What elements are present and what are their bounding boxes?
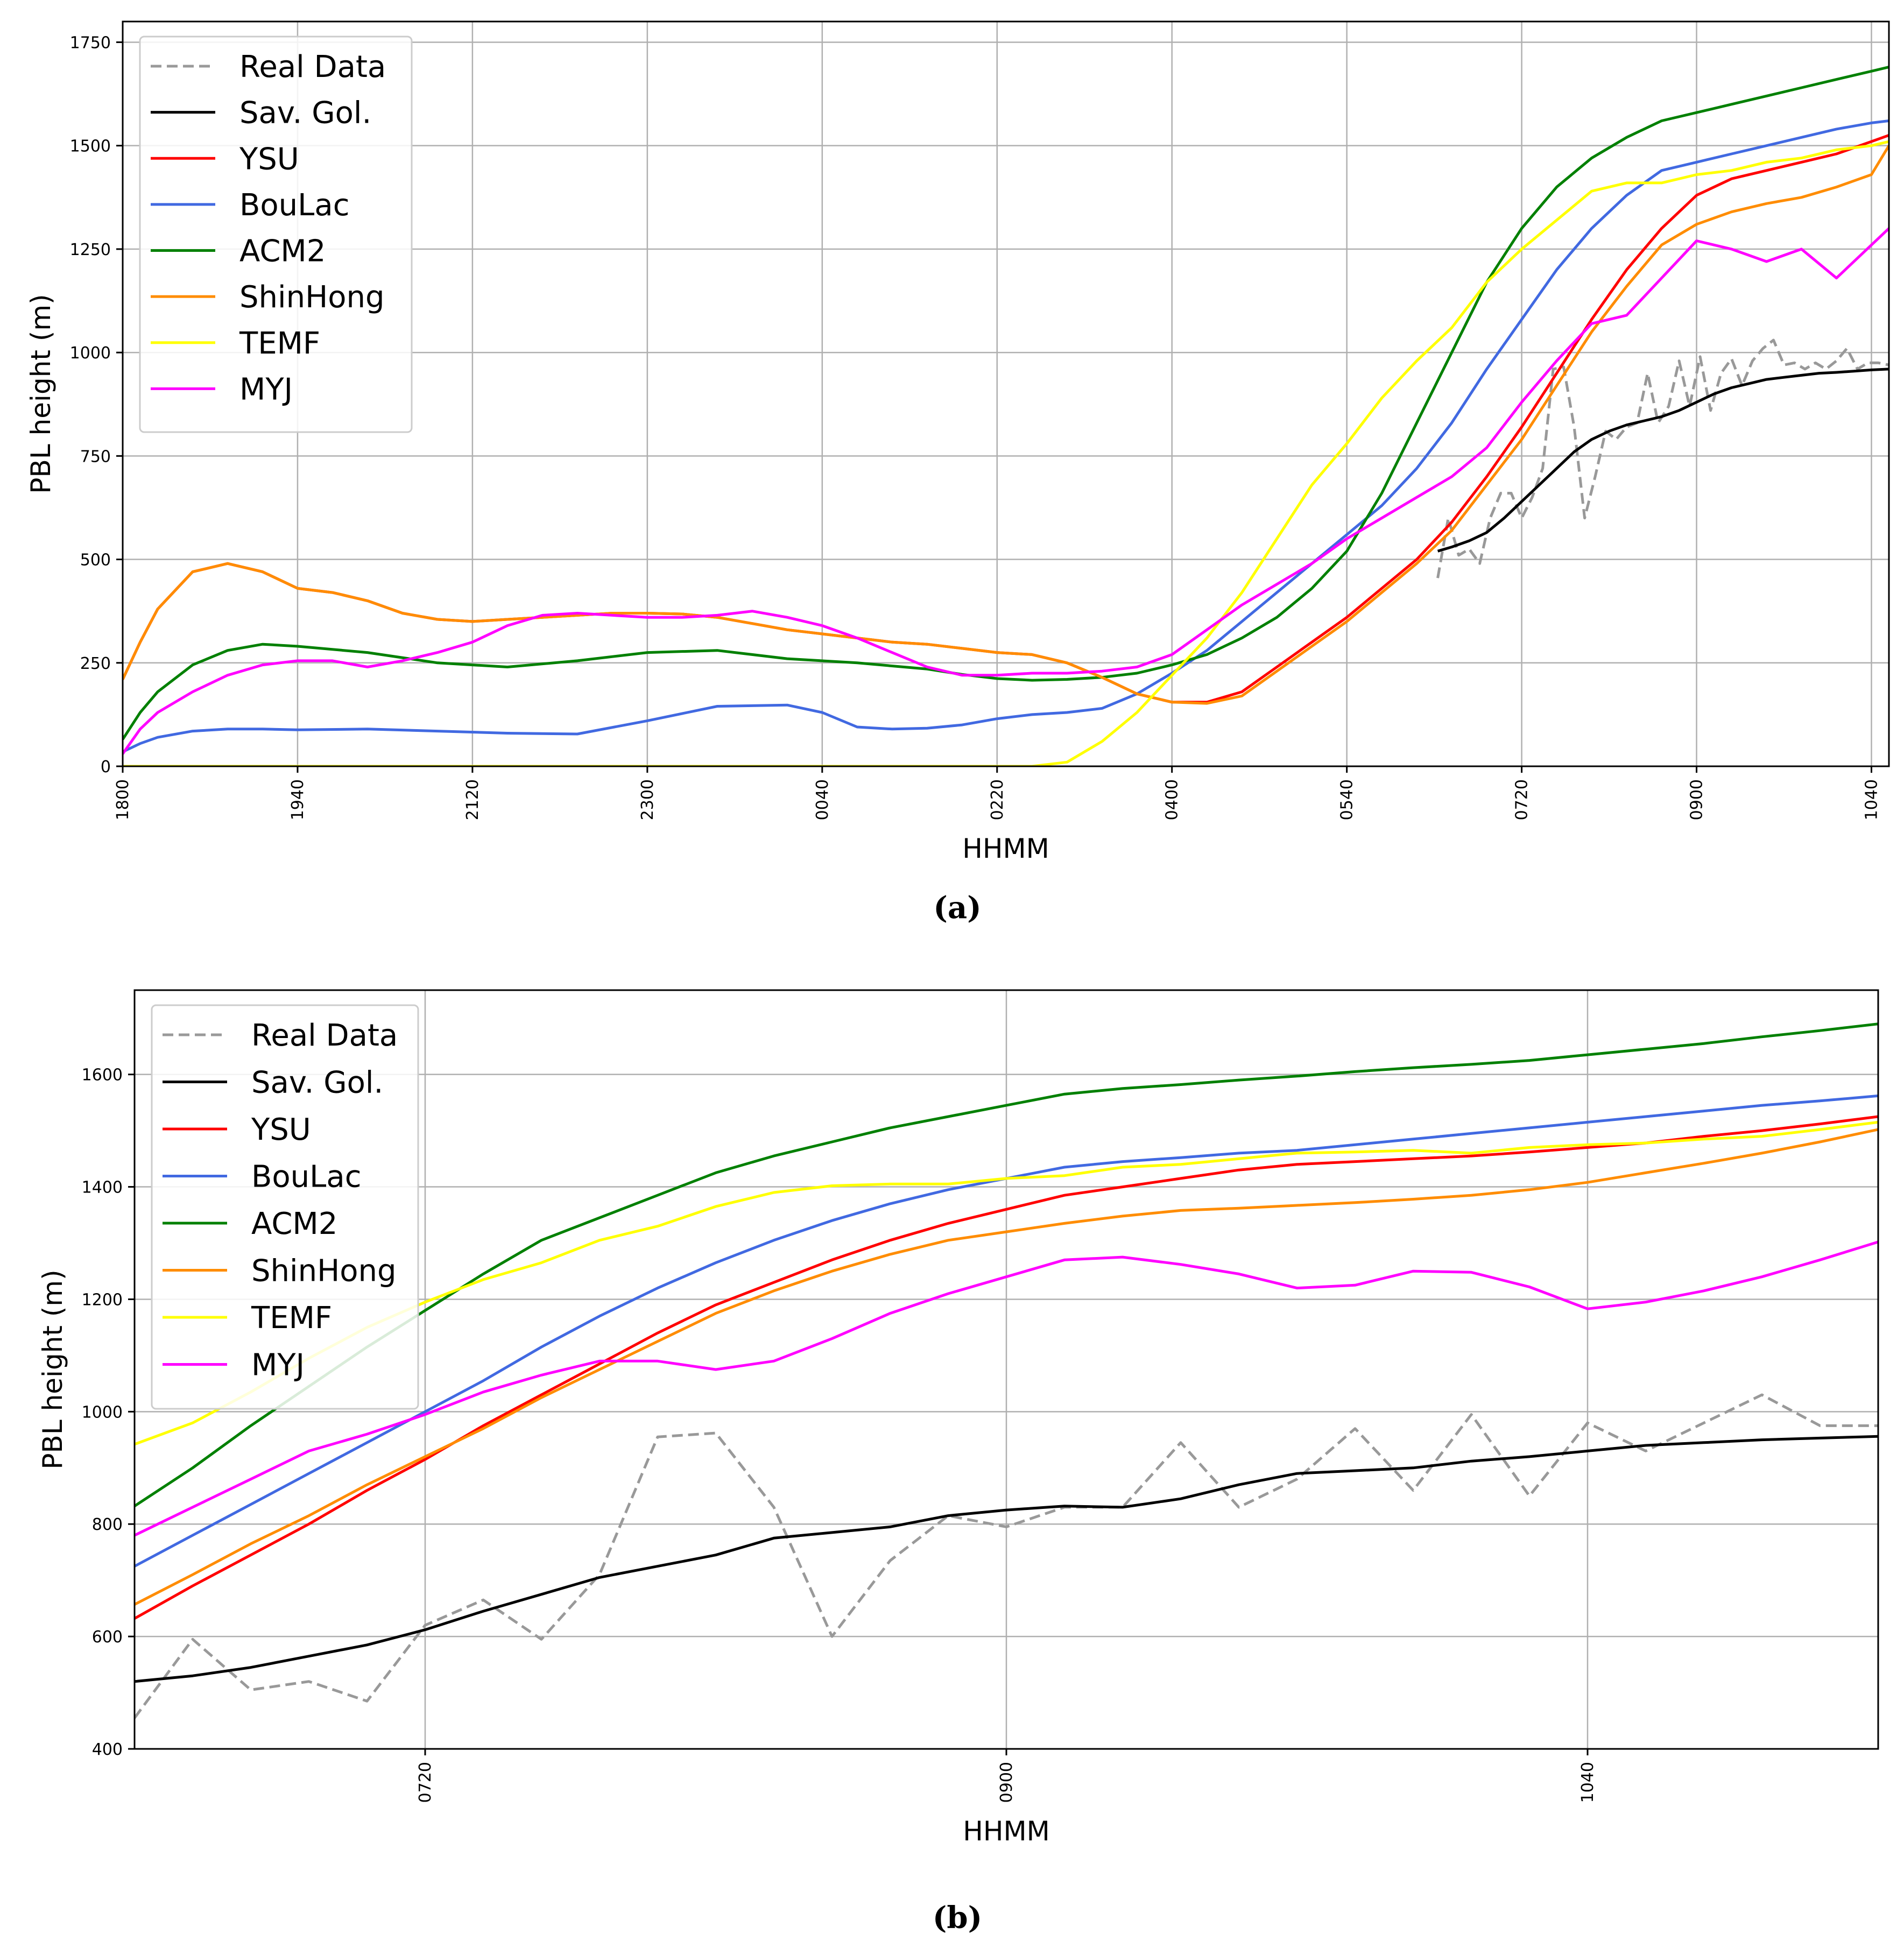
- y-tick-label: 1400: [82, 1178, 123, 1197]
- series-line-shinhong: [135, 1128, 1878, 1606]
- y-tick-label: 1250: [70, 241, 111, 259]
- x-tick-label: 0220: [988, 779, 1007, 820]
- series-line-real-data: [1436, 338, 1889, 578]
- legend-label: ACM2: [251, 1206, 337, 1241]
- x-tick-label: 1800: [114, 779, 132, 820]
- series-line-real-data: [135, 1393, 1878, 1719]
- x-tick-label: 0540: [1338, 779, 1357, 820]
- y-tick-label: 1600: [82, 1066, 123, 1085]
- series-line-temf: [123, 140, 1889, 766]
- legend-label: BouLac: [239, 188, 349, 223]
- x-axis-label: HHMM: [962, 833, 1049, 864]
- legend-label: ShinHong: [251, 1254, 397, 1289]
- y-tick-label: 0: [101, 758, 111, 777]
- legend-label: MYJ: [239, 372, 293, 407]
- y-axis-label: PBL height (m): [25, 294, 57, 493]
- x-tick-label: 0900: [1688, 779, 1706, 820]
- y-tick-label: 500: [80, 551, 111, 570]
- plot-frame: [122, 20, 1890, 767]
- series-group: [123, 66, 1889, 766]
- legend-label: BouLac: [251, 1160, 361, 1195]
- y-tick-label: 1200: [82, 1290, 123, 1309]
- x-tick-label: 0400: [1163, 779, 1182, 820]
- y-tick-label: 1000: [70, 344, 111, 363]
- legend: Real Data Sav. Gol. YSU BouLac ACM2 ShinHong T…: [139, 36, 413, 433]
- legend: Real Data Sav. Gol. YSU BouLac ACM2 ShinHong T…: [151, 1004, 419, 1410]
- y-tick-label: 750: [80, 447, 111, 466]
- legend-label: ShinHong: [239, 280, 385, 315]
- x-tick-label: 1940: [288, 779, 307, 820]
- legend-label: Sav. Gol.: [239, 96, 371, 131]
- caption-b: (b): [933, 1900, 982, 1936]
- caption-a: (a): [933, 890, 981, 926]
- legend-label: ACM2: [239, 234, 326, 269]
- x-tick-label: 0900: [997, 1762, 1016, 1803]
- series-group: [135, 1022, 1878, 1719]
- legend-box: [151, 1004, 419, 1410]
- series-line-shinhong: [123, 145, 1889, 705]
- series-line-sav-gol-: [135, 1435, 1878, 1683]
- series-line-temf: [135, 1120, 1878, 1446]
- x-axis-label: HHMM: [963, 1816, 1049, 1847]
- series-line-ysu: [135, 1115, 1878, 1620]
- y-tick-label: 800: [92, 1515, 123, 1534]
- x-tick-label: 0720: [1513, 779, 1532, 820]
- x-tick-label: 1040: [1863, 779, 1881, 820]
- y-tick-label: 250: [80, 654, 111, 673]
- legend-label: TEMF: [239, 326, 320, 361]
- series-line-myj: [123, 227, 1889, 755]
- legend-label: Real Data: [239, 50, 386, 84]
- series-line-myj: [135, 1240, 1878, 1537]
- x-tick-label: 0720: [416, 1762, 435, 1803]
- y-tick-label: 600: [92, 1628, 123, 1647]
- x-tick-label: 2300: [638, 779, 657, 820]
- legend-label: MYJ: [251, 1348, 305, 1383]
- legend-label: Real Data: [251, 1018, 398, 1053]
- x-tick-label: 1040: [1578, 1762, 1597, 1803]
- x-tick-label: 0040: [813, 779, 832, 820]
- legend-label: TEMF: [251, 1301, 332, 1336]
- y-tick-label: 1750: [70, 33, 111, 52]
- series-line-acm2: [123, 66, 1889, 740]
- y-tick-label: 400: [92, 1740, 123, 1759]
- y-tick-label: 1000: [82, 1403, 123, 1422]
- y-axis-label: PBL height (m): [37, 1269, 68, 1469]
- y-tick-label: 1500: [70, 137, 111, 156]
- series-line-sav-gol-: [1437, 368, 1889, 553]
- legend-box: [139, 36, 413, 433]
- series-line-acm2: [135, 1022, 1878, 1507]
- legend-label: YSU: [239, 142, 299, 177]
- legend-label: Sav. Gol.: [251, 1065, 383, 1100]
- legend-label: YSU: [251, 1112, 311, 1147]
- x-tick-label: 2120: [463, 779, 482, 820]
- panel-b: 400 600 800 1000 1200 1400 1600 0720 0900 1040 HHM…: [37, 989, 1879, 1847]
- panel-a: 0 250 500 750 1000 1250 1500 1750 1800 1940 2120 23…: [25, 20, 1890, 864]
